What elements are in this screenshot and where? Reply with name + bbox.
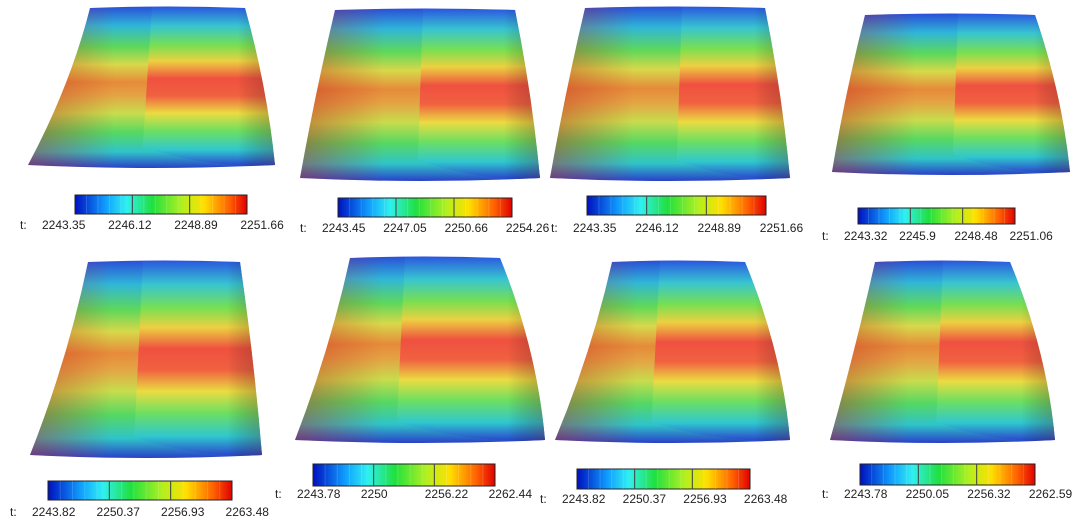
surface-shade [30, 260, 262, 458]
colorbar-tick-label: 2243.32 [844, 229, 888, 243]
colorbar-tick-label: 2250 [361, 487, 388, 501]
colorbar-tick-label: 2243.82 [562, 492, 606, 506]
colorbar-tick-label: 2248.89 [698, 221, 742, 235]
surface-shade [832, 13, 1070, 175]
colorbar-prefix: t: [822, 229, 829, 243]
colorbar [586, 195, 767, 216]
colorbar-tick-label: 2262.44 [489, 487, 533, 501]
colorbar-tick-label: 2250.66 [445, 221, 489, 235]
colorbar [337, 197, 513, 218]
colorbar-tick-label: 2246.12 [635, 221, 679, 235]
colorbar-prefix: t: [20, 218, 27, 232]
colorbar-tick-label: 2247.05 [383, 221, 427, 235]
colorbar-tick-label: 2250.37 [623, 492, 667, 506]
colorbar-tick-label: 2250.37 [97, 505, 141, 519]
surface-shade [28, 6, 275, 168]
colorbar [47, 480, 233, 501]
surface-shade [295, 256, 545, 443]
colorbar-tick-label: 2256.22 [425, 487, 469, 501]
colorbar-tick-label: 2243.45 [322, 221, 366, 235]
colorbar-tick-label: 2251.06 [1009, 229, 1053, 243]
colorbar-tick-label: 2243.82 [32, 505, 76, 519]
colorbar-prefix: t: [551, 221, 558, 235]
colorbar [576, 468, 751, 490]
colorbar-tick-label: 2254.26 [506, 221, 550, 235]
colorbar [74, 194, 248, 215]
colorbar-tick-label: 2248.89 [174, 218, 218, 232]
colorbar-tick-label: 2250.05 [906, 487, 950, 501]
colorbar-tick-label: 2262.59 [1029, 487, 1073, 501]
colorbar-tick-label: 2256.93 [683, 492, 727, 506]
colorbar-prefix: t: [822, 487, 829, 501]
colorbar-prefix: t: [300, 221, 307, 235]
colorbar-tick-label: 2246.12 [108, 218, 152, 232]
colorbar-tick-label: 2263.48 [744, 492, 788, 506]
colorbar-tick-label: 2243.35 [42, 218, 86, 232]
colorbar [312, 463, 496, 487]
colorbar-tick-label: 2243.35 [573, 221, 617, 235]
colorbar [859, 463, 1036, 486]
colorbar-tick-label: 2256.93 [161, 505, 205, 519]
colorbar-tick-label: 2243.78 [297, 487, 341, 501]
surface-shade [555, 260, 790, 443]
surface-shade [300, 8, 540, 181]
colorbar-tick-label: 2248.48 [954, 229, 998, 243]
colorbar-tick-label: 2263.48 [226, 505, 270, 519]
colorbar-prefix: t: [275, 487, 282, 501]
surface-shade [830, 260, 1055, 443]
surface-shade [550, 6, 790, 181]
colorbar-prefix: t: [10, 505, 17, 519]
colorbar-tick-label: 2256.32 [967, 487, 1011, 501]
colorbar-tick-label: 2251.66 [760, 221, 804, 235]
colorbar-tick-label: 2243.78 [844, 487, 888, 501]
colorbar-tick-label: 2245.9 [899, 229, 936, 243]
colorbar [857, 207, 1016, 225]
colorbar-tick-label: 2251.66 [240, 218, 284, 232]
colorbar-prefix: t: [540, 492, 547, 506]
